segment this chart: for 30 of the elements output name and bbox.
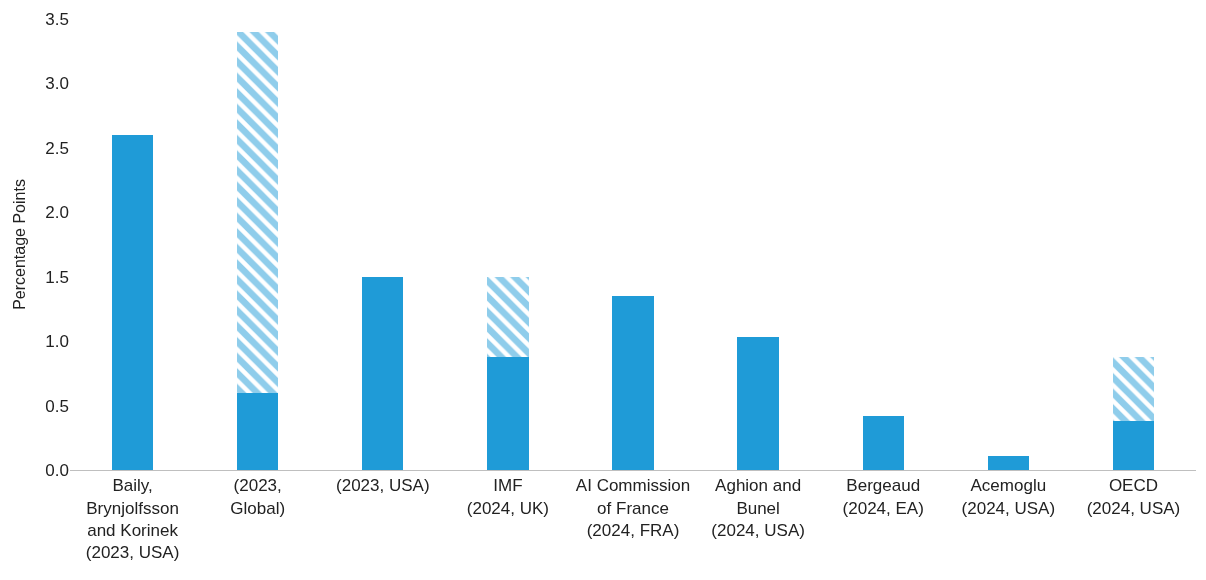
x-tick-label: Acemoglu (2024, USA) (961, 476, 1056, 518)
y-tick-label: 3.0 (45, 74, 69, 94)
x-tick-label: Bergeaud (2024, EA) (842, 476, 924, 518)
x-tick-label: OECD (2024, USA) (1086, 476, 1181, 518)
bar (1112, 421, 1155, 470)
y-tick-label: 3.5 (45, 9, 69, 29)
bar (862, 415, 904, 470)
bar (111, 134, 154, 470)
bar (487, 356, 529, 470)
y-tick-label: 1.5 (45, 267, 69, 287)
x-tick-label: Aghion and Bunel (2024, USA) (711, 476, 805, 540)
bar (987, 455, 1029, 470)
y-tick-label: 2.0 (45, 203, 69, 223)
x-tick-label: Baily, Brynjolfsson and Korinek (2023, USA) (85, 476, 180, 562)
y-tick-label: 0.0 (45, 460, 69, 480)
bar (612, 296, 654, 470)
bar (362, 276, 404, 470)
y-tick-label: 1.0 (45, 332, 69, 352)
bar (487, 276, 529, 357)
bar (737, 337, 779, 470)
x-tick-label: (2023, USA) (336, 476, 430, 496)
y-tick-label: 0.5 (45, 396, 69, 416)
bar (237, 392, 279, 470)
y-tick-label: 2.5 (45, 138, 69, 158)
x-tick-label: AI Commission of France (2024, FRA) (575, 476, 691, 540)
x-tick-label: (2023, Global) (230, 476, 286, 518)
bar (1112, 356, 1155, 422)
bar (237, 31, 279, 393)
x-tick-label: IMF (2024, UK) (466, 476, 549, 518)
y-axis-title: Percentage Points (11, 179, 29, 310)
